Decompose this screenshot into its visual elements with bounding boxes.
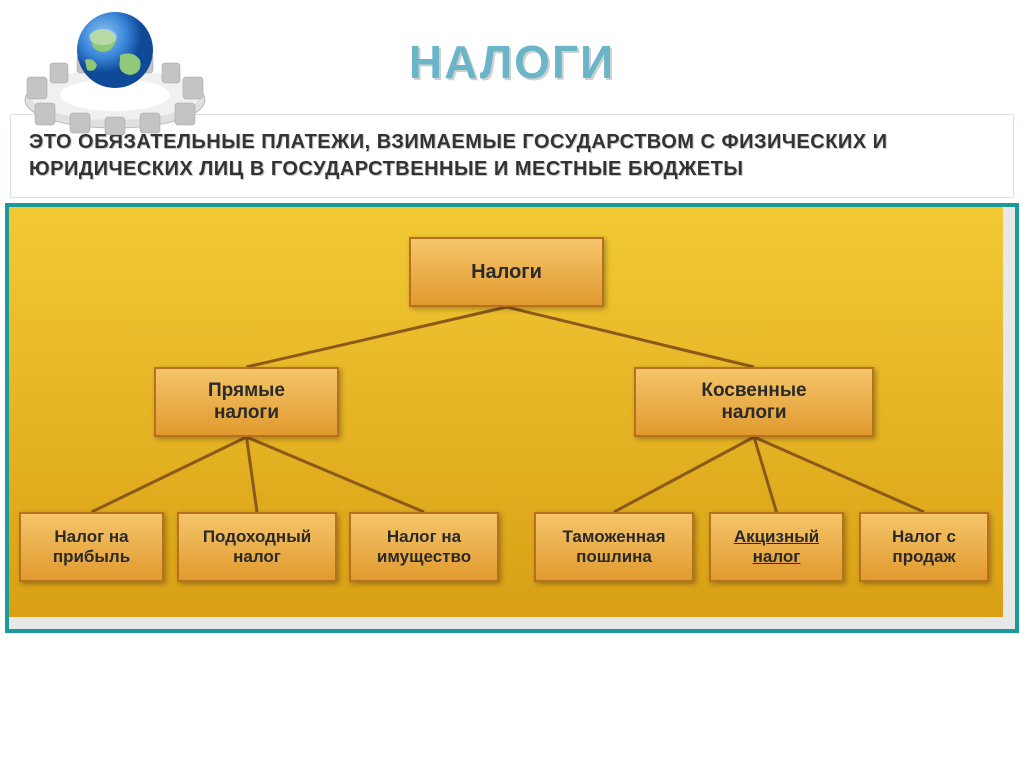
tree-node-label: Акцизныйналог — [734, 527, 819, 567]
tree-node-customs: Таможеннаяпошлина — [534, 512, 694, 582]
tree-node-label: Косвенныеналоги — [701, 380, 806, 424]
tree-node-sales: Налог спродаж — [859, 512, 989, 582]
tree-node-label: Таможеннаяпошлина — [562, 527, 665, 567]
tree-node-root: Налоги — [409, 237, 604, 307]
diagram-container: Налоги Прямыеналоги Косвенныеналоги Налог н… — [5, 203, 1019, 633]
tree-node-label: Налоги — [471, 261, 542, 284]
tree-node-label: Налог наприбыль — [53, 527, 130, 567]
definition-text: ЭТО ОБЯЗАТЕЛЬНЫЕ ПЛАТЕЖИ, ВЗИМАЕМЫЕ ГОСУ… — [29, 131, 888, 180]
tree-node-excise: Акцизныйналог — [709, 512, 844, 582]
tree-node-property: Налог наимущество — [349, 512, 499, 582]
tree-node-label: Подоходныйналог — [203, 527, 311, 567]
tree-node-label: Налог спродаж — [892, 527, 956, 567]
globe-conference-icon — [15, 5, 215, 135]
tree-node-profit: Налог наприбыль — [19, 512, 164, 582]
diagram-background: Налоги Прямыеналоги Косвенныеналоги Налог н… — [9, 207, 1003, 617]
tree-node-direct: Прямыеналоги — [154, 367, 339, 437]
tree-node-indirect: Косвенныеналоги — [634, 367, 874, 437]
tree-node-label: Прямыеналоги — [208, 380, 285, 424]
tree-node-label: Налог наимущество — [377, 527, 471, 567]
tree-node-income: Подоходныйналог — [177, 512, 337, 582]
